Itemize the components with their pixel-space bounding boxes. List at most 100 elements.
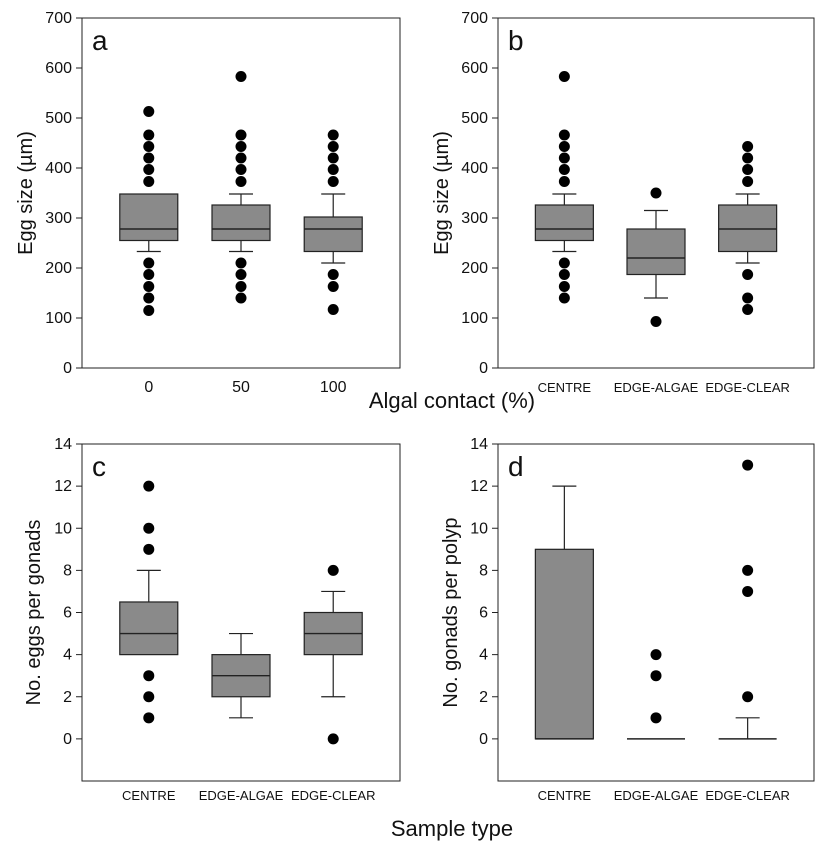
- outlier-point: [143, 164, 155, 175]
- y-tick-label: 300: [461, 210, 488, 227]
- outlier-point: [143, 269, 155, 280]
- y-tick-label: 400: [461, 160, 488, 177]
- outlier-point: [143, 305, 155, 316]
- y-tick-label: 14: [54, 436, 72, 453]
- outlier-point: [558, 141, 570, 152]
- box-centre: CENTRE: [119, 480, 179, 803]
- y-tick-label: 600: [461, 60, 488, 77]
- box-edge-algae: EDGE-ALGAE: [199, 632, 284, 803]
- y-tick-label: 8: [63, 562, 72, 579]
- outlier-point: [143, 176, 155, 187]
- panel-c: 0 2 4 6 8 10 12 14 c No. eggs per gonads CENTRE EDG…: [23, 436, 401, 803]
- y-tick-label: 100: [45, 310, 72, 327]
- box-100: 100: [303, 129, 363, 396]
- y-tick-label: 6: [479, 605, 488, 622]
- outlier-point: [650, 712, 662, 724]
- box-iqr: [303, 216, 363, 253]
- outlier-point: [742, 164, 754, 175]
- y-tick-label: 8: [479, 562, 488, 579]
- box-iqr: [211, 204, 271, 242]
- y-tick-label: 14: [470, 436, 488, 453]
- y-tick-label: 400: [45, 160, 72, 177]
- outlier-point: [327, 304, 339, 315]
- outlier-point: [742, 269, 754, 280]
- outlier-point: [327, 281, 339, 292]
- box-iqr: [534, 548, 594, 740]
- outlier-point: [558, 269, 570, 280]
- outlier-point: [143, 141, 155, 152]
- outlier-point: [235, 164, 247, 175]
- y-tick-label: 0: [479, 360, 488, 377]
- outlier-point: [742, 292, 754, 304]
- outlier-point: [742, 691, 754, 703]
- outlier-point: [143, 257, 155, 269]
- box-edge-algae: EDGE-ALGAE: [614, 649, 699, 803]
- box-iqr: [626, 228, 686, 276]
- y-tick-label: 500: [45, 110, 72, 127]
- outlier-point: [558, 164, 570, 175]
- x-tick-label: CENTRE: [122, 788, 176, 803]
- outlier-point: [235, 129, 247, 141]
- outlier-point: [327, 141, 339, 152]
- x-tick-label: EDGE-CLEAR: [291, 788, 376, 803]
- outlier-point: [143, 152, 155, 164]
- outlier-point: [235, 71, 247, 82]
- outlier-point: [327, 733, 339, 745]
- y-tick-label: 2: [479, 689, 488, 706]
- y-tick-label: 300: [45, 210, 72, 227]
- outlier-point: [143, 691, 155, 703]
- y-tick-label: 0: [63, 731, 72, 748]
- shared-xlabel-top: Algal contact (%): [369, 388, 535, 413]
- outlier-point: [143, 522, 155, 534]
- outlier-point: [650, 187, 662, 199]
- outlier-point: [742, 304, 754, 315]
- x-tick-label: EDGE-ALGAE: [614, 380, 699, 395]
- outlier-point: [235, 257, 247, 269]
- panel-d: 0 2 4 6 8 10 12 14 d No. gonads per polyp CENTRE ED…: [440, 436, 815, 803]
- outlier-point: [742, 176, 754, 187]
- x-tick-label: EDGE-CLEAR: [705, 380, 790, 395]
- y-tick-label: 700: [45, 10, 72, 27]
- y-tick-label: 4: [63, 647, 72, 664]
- outlier-point: [143, 712, 155, 724]
- x-tick-label: CENTRE: [538, 788, 592, 803]
- outlier-point: [650, 316, 662, 327]
- y-tick-label: 2: [63, 689, 72, 706]
- box-50: 50: [211, 71, 271, 396]
- plot-frame: [497, 17, 815, 369]
- outlier-point: [327, 164, 339, 175]
- panel-letter: c: [92, 451, 106, 482]
- outlier-point: [235, 281, 247, 292]
- x-tick-label: EDGE-CLEAR: [705, 788, 790, 803]
- outlier-point: [143, 106, 155, 117]
- box-iqr: [119, 193, 179, 242]
- box-edge-clear: EDGE-CLEAR: [291, 564, 376, 803]
- outlier-point: [327, 152, 339, 164]
- outlier-point: [558, 281, 570, 292]
- y-tick-label: 600: [45, 60, 72, 77]
- outlier-point: [327, 564, 339, 576]
- outlier-point: [143, 129, 155, 141]
- box-edge-algae: EDGE-ALGAE: [614, 187, 699, 395]
- plot-frame: [81, 17, 401, 369]
- y-axis-label: Egg size (µm): [431, 131, 453, 255]
- x-tick-label: 100: [320, 379, 347, 396]
- outlier-point: [327, 176, 339, 187]
- outlier-point: [235, 152, 247, 164]
- x-tick-label: EDGE-ALGAE: [199, 788, 284, 803]
- outlier-point: [558, 71, 570, 82]
- panel-letter: b: [508, 25, 524, 56]
- outlier-point: [235, 176, 247, 187]
- outlier-point: [742, 585, 754, 597]
- box-centre: CENTRE: [534, 71, 594, 395]
- outlier-point: [143, 480, 155, 492]
- outlier-point: [235, 141, 247, 152]
- x-tick-label: EDGE-ALGAE: [614, 788, 699, 803]
- outlier-point: [327, 269, 339, 280]
- y-tick-label: 4: [479, 647, 488, 664]
- panel-a: 0 100 200 300 400 500 600 700 a Egg size (µm) 0 50 1…: [15, 10, 401, 396]
- shared-xlabel-bottom: Sample type: [391, 816, 513, 841]
- box-iqr: [718, 204, 778, 253]
- box-iqr: [119, 601, 179, 656]
